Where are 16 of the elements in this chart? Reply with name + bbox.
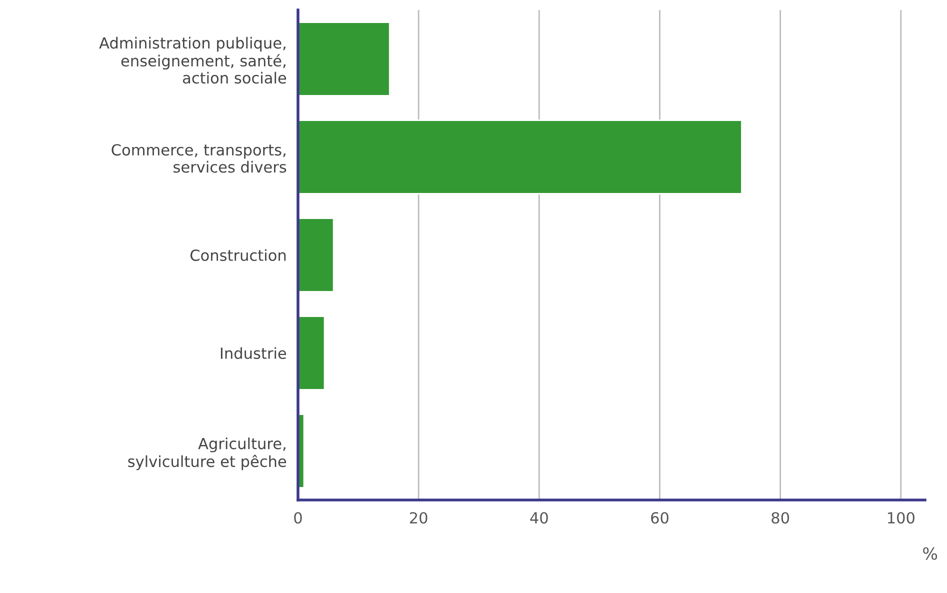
- x-tick-label: 0: [294, 512, 302, 524]
- bar: [298, 316, 326, 390]
- x-tick-label: 40: [530, 512, 548, 524]
- bar: [298, 22, 390, 96]
- x-axis-title: %: [923, 547, 938, 560]
- y-tick-label: Construction: [190, 249, 286, 262]
- bar: [298, 218, 334, 292]
- y-tick-label: Agriculture, sylviculture et pêche: [128, 437, 286, 470]
- x-tick-label: 100: [888, 512, 914, 524]
- y-tick-label: Administration publique, enseignement, santé, action sociale: [99, 36, 286, 84]
- x-tick-label: 20: [410, 512, 428, 524]
- y-tick-label: Industrie: [220, 347, 286, 360]
- y-tick-label: Commerce, transports, services divers: [112, 144, 286, 173]
- bar: [298, 120, 742, 194]
- x-tick-label: 60: [651, 512, 668, 524]
- x-tick-label: 80: [772, 512, 790, 524]
